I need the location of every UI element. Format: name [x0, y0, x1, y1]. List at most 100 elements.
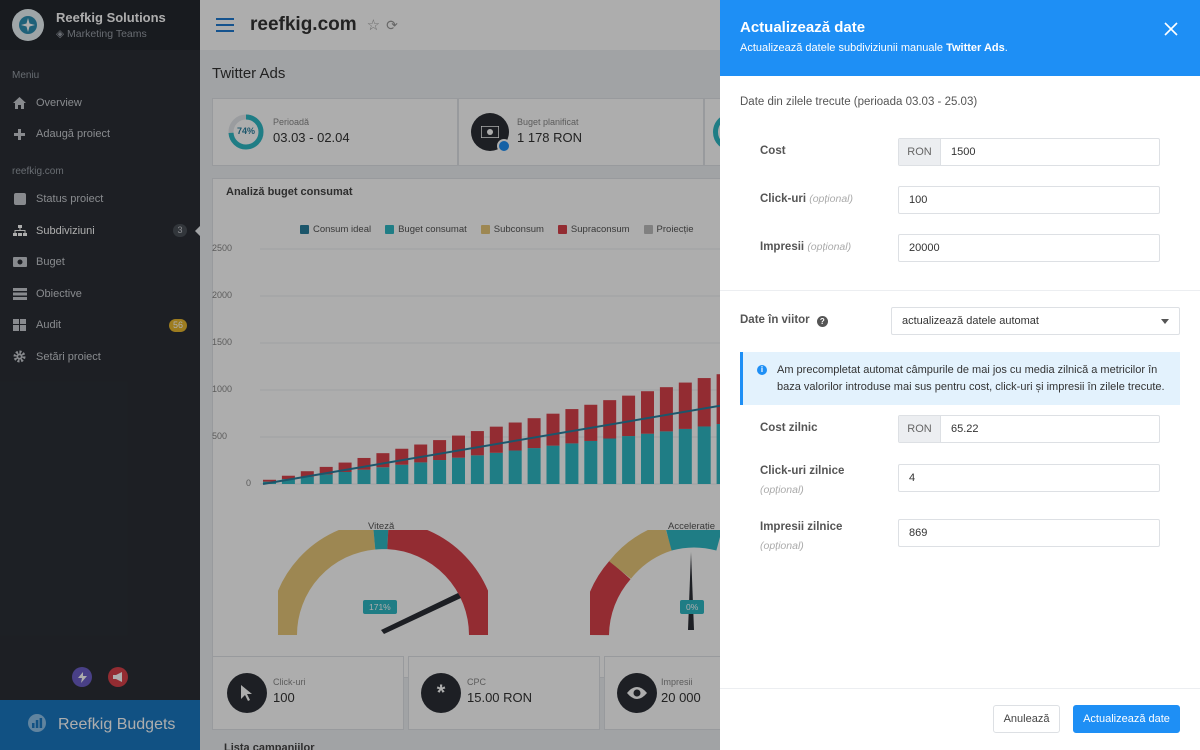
modal-subtitle: Actualizează datele subdiviziunii manual… [740, 42, 1180, 54]
sidebar-item-audit[interactable]: Audit 56 [0, 310, 200, 342]
brand[interactable]: Reefkig Solutions ◈ Marketing Teams [0, 0, 200, 50]
budget-label: Buget planificat [517, 117, 579, 127]
bar-overconsumption [263, 479, 276, 482]
info-alert-text: Am precompletat automat câmpurile de mai… [777, 364, 1165, 393]
bar-overconsumption [357, 457, 371, 470]
cancel-button[interactable]: Anulează [993, 705, 1060, 733]
bar-overconsumption [565, 409, 579, 444]
bar-consumed [395, 464, 409, 484]
star-icon[interactable]: ☆ [366, 17, 381, 34]
daily-cost-field[interactable]: RON [898, 415, 1160, 443]
subtitle-text: Actualizează datele subdiviziunii manual… [740, 42, 944, 54]
legend-label: Proiecție [656, 224, 694, 235]
legend-item[interactable]: Proiecție [643, 224, 694, 235]
sidebar-item-label: Obiective [36, 287, 82, 300]
count-badge: 56 [168, 318, 187, 332]
future-data-label-text: Date în viitor [740, 314, 810, 326]
update-data-button[interactable]: Actualizează date [1073, 705, 1180, 733]
daily-cost-input[interactable] [941, 416, 1159, 442]
bar-consumed [527, 448, 541, 484]
daily-impressions-field[interactable] [898, 519, 1160, 547]
sidebar-item-subdivisions[interactable]: Subdiviziuni 3 [0, 215, 200, 247]
metric-value: 20 000 [661, 690, 701, 705]
megaphone-icon[interactable] [108, 667, 128, 687]
active-caret [195, 225, 200, 236]
bar-overconsumption [546, 413, 560, 446]
page-title: Twitter Ads [212, 65, 286, 82]
clicks-label-text: Click-uri [760, 193, 807, 205]
eye-icon [617, 673, 657, 713]
impressions-input[interactable] [899, 235, 1159, 261]
daily-impressions-input[interactable] [899, 520, 1159, 546]
sidebar-item-label: Setări proiect [36, 350, 101, 363]
refresh-icon[interactable]: ⟳ [386, 16, 398, 33]
bar-consumed [565, 443, 579, 484]
sidebar-item-label: Subdiviziuni [36, 224, 95, 237]
legend-item[interactable]: Supraconsum [557, 224, 630, 235]
past-data-heading: Date din zilele trecute (perioada 03.03 … [740, 96, 978, 108]
bar-overconsumption [678, 382, 692, 429]
bar-consumed [584, 440, 598, 484]
brand-team: ◈ Marketing Teams [56, 28, 166, 40]
future-data-label: Date în viitor ? [740, 314, 828, 327]
period-label: Perioadă [273, 117, 310, 127]
clicks-field[interactable] [898, 186, 1160, 214]
optional-hint: (opțional) [807, 241, 852, 253]
modal-footer: Anulează Actualizează date [720, 688, 1200, 750]
future-data-select[interactable]: actualizează datele automat [891, 307, 1180, 335]
sidebar-footer[interactable]: Reefkig Budgets [0, 700, 200, 750]
sidebar-item-budget[interactable]: Buget [0, 246, 200, 278]
sidebar-item-label: Audit [36, 319, 62, 332]
legend-item[interactable]: Consum ideal [300, 224, 371, 235]
budget-card: Buget planificat 1 178 RON [458, 98, 704, 166]
clicks-input[interactable] [899, 187, 1159, 213]
bar-consumed [489, 452, 503, 484]
bar-consumed [659, 431, 673, 484]
impressions-field[interactable] [898, 234, 1160, 262]
cursor-icon [227, 673, 267, 713]
bar-consumed [338, 471, 352, 484]
close-icon[interactable] [1164, 22, 1178, 36]
brand-team-label: Marketing Teams [67, 28, 147, 40]
daily-clicks-field[interactable] [898, 464, 1160, 492]
bar-consumed [470, 455, 484, 484]
info-icon: i [757, 365, 767, 375]
bar-consumed [546, 445, 560, 484]
bar-consumed [678, 428, 692, 484]
legend-item[interactable]: Buget consumat [385, 224, 467, 235]
edit-icon[interactable] [497, 139, 511, 153]
daily-impressions-label: Impresii zilnice [760, 521, 843, 533]
gauge-accel-value: 0% [680, 600, 705, 614]
metric-label: Impresii [661, 677, 693, 687]
help-icon[interactable]: ? [816, 316, 828, 327]
cost-field[interactable]: RON [898, 138, 1160, 166]
sidebar-item-overview[interactable]: Overview [0, 87, 200, 119]
hamburger-icon[interactable] [216, 18, 234, 32]
cost-input[interactable] [941, 139, 1159, 165]
plus-icon [12, 128, 27, 141]
bolt-icon[interactable] [72, 667, 92, 687]
bar-consumed [433, 460, 447, 484]
bar-overconsumption [697, 378, 711, 427]
period-progress-ring: 74% [227, 113, 265, 151]
project-section-label: reefkig.com [12, 166, 64, 178]
bar-consumed [319, 474, 333, 484]
legend-item[interactable]: Subconsum [480, 224, 544, 235]
gauge-speed-value: 171% [363, 600, 397, 614]
sidebar-item-settings[interactable]: Setări proiect [0, 341, 200, 373]
bar-consumed [376, 467, 390, 484]
sidebar-item-add-project[interactable]: Adaugă proiect [0, 119, 200, 151]
legend-label: Buget consumat [398, 224, 467, 235]
sidebar-item-objectives[interactable]: Obiective [0, 278, 200, 310]
bar-consumed [641, 433, 654, 484]
daily-clicks-input[interactable] [899, 465, 1159, 491]
gauge-speed-label: Viteză [368, 521, 395, 532]
home-icon [12, 96, 27, 109]
sidebar-footer-label: Reefkig Budgets [58, 716, 176, 733]
sidebar-item-status[interactable]: Status proiect [0, 183, 200, 215]
menu-section-label: Meniu [12, 70, 40, 81]
budget-chart [260, 248, 720, 485]
section-divider [720, 290, 1200, 291]
bar-consumed [300, 476, 314, 484]
gear-icon [12, 350, 27, 363]
